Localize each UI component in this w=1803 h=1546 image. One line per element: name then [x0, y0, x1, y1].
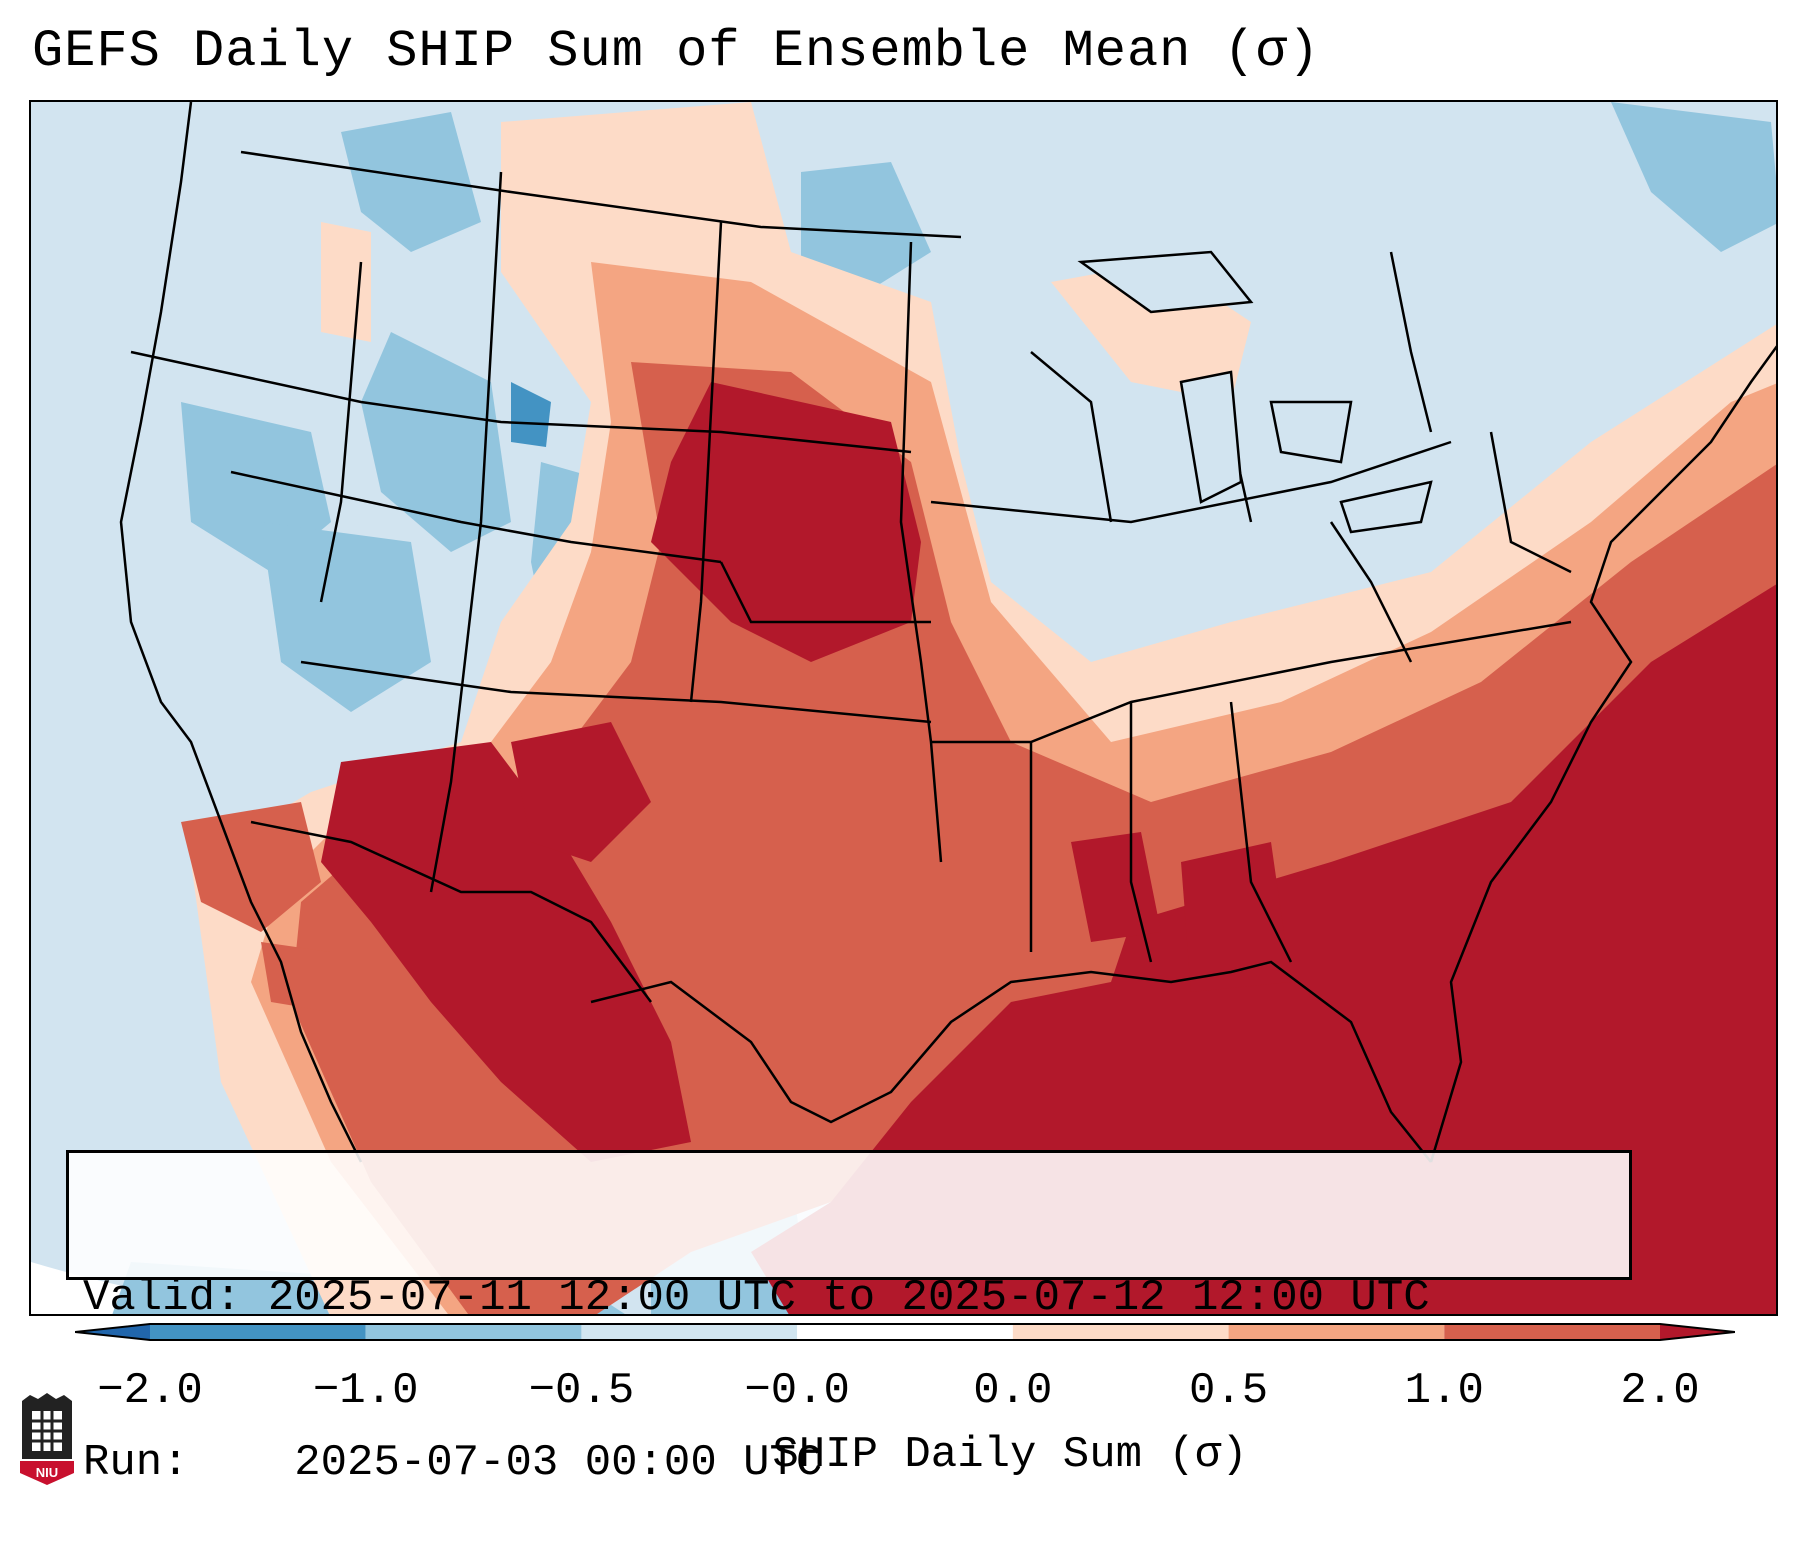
- colorbar-segment: [1012, 1324, 1229, 1340]
- colorbar-tick-label: −0.5: [528, 1366, 635, 1416]
- colorbar-segment: [75, 1324, 150, 1340]
- map-panel: [29, 100, 1778, 1316]
- valid-run-info-box: Valid: 2025-07-11 12:00 UTC to 2025-07-1…: [66, 1150, 1632, 1488]
- colorbar: [75, 1323, 1735, 1341]
- mexico-border: [250, 820, 652, 1003]
- colorbar-tick-label: 1.0: [1404, 1366, 1484, 1416]
- lake-michigan: [1179, 370, 1243, 504]
- colorbar-segment: [797, 1324, 1013, 1340]
- map-title: GEFS Daily SHIP Sum of Ensemble Mean (σ): [32, 22, 1321, 81]
- colorbar-tick-label: −2.0: [97, 1366, 203, 1416]
- outside-domain-left: [31, 1262, 286, 1314]
- logo-shield: [20, 1461, 74, 1485]
- great-lakes: [1077, 250, 1433, 534]
- colorbar-segment: [581, 1324, 798, 1340]
- run-label: Run:: [83, 1438, 189, 1488]
- lake-erie: [1339, 480, 1433, 534]
- colorbar-segment: [365, 1324, 582, 1340]
- colorbar-tick-label: −0.0: [744, 1366, 850, 1416]
- valid-line: Valid: 2025-07-11 12:00 UTC to 2025-07-1…: [83, 1271, 1615, 1326]
- colorbar-segment: [150, 1324, 366, 1340]
- extreme-positive-anomaly: [321, 382, 1776, 1314]
- colorbar-segment: [1444, 1324, 1660, 1340]
- pacific-coastline: [119, 102, 363, 1163]
- colorbar-tick-label: 0.0: [973, 1366, 1053, 1416]
- logo-text: NIU: [36, 1465, 58, 1480]
- valid-label: Valid:: [83, 1273, 242, 1323]
- niu-logo: NIU: [20, 1393, 74, 1485]
- run-time: 2025-07-03 00:00 UTC: [294, 1438, 823, 1488]
- colorbar-tick-label: −1.0: [312, 1366, 419, 1416]
- map-canvas: [31, 102, 1776, 1314]
- colorbar-segment: [1228, 1324, 1445, 1340]
- colorbar-tick-label: 2.0: [1620, 1366, 1700, 1416]
- colorbar-outline: [75, 1323, 1735, 1341]
- run-line: Run: 2025-07-03 00:00 UTC: [83, 1436, 1615, 1491]
- atlantic-coastline: [1429, 345, 1776, 1163]
- valid-range: 2025-07-11 12:00 UTC to 2025-07-12 12:00…: [267, 1273, 1430, 1323]
- colorbar-label: SHIP Daily Sum (σ): [772, 1430, 1248, 1480]
- colorbar-segment: [1660, 1324, 1735, 1340]
- lake-superior: [1077, 250, 1254, 314]
- gulf-coastline: [590, 960, 1432, 1163]
- canada-border: [240, 150, 962, 239]
- colorbar-tick-label: 0.5: [1188, 1366, 1269, 1416]
- boundary-lines: [119, 102, 1776, 1163]
- lake-huron: [1269, 400, 1353, 464]
